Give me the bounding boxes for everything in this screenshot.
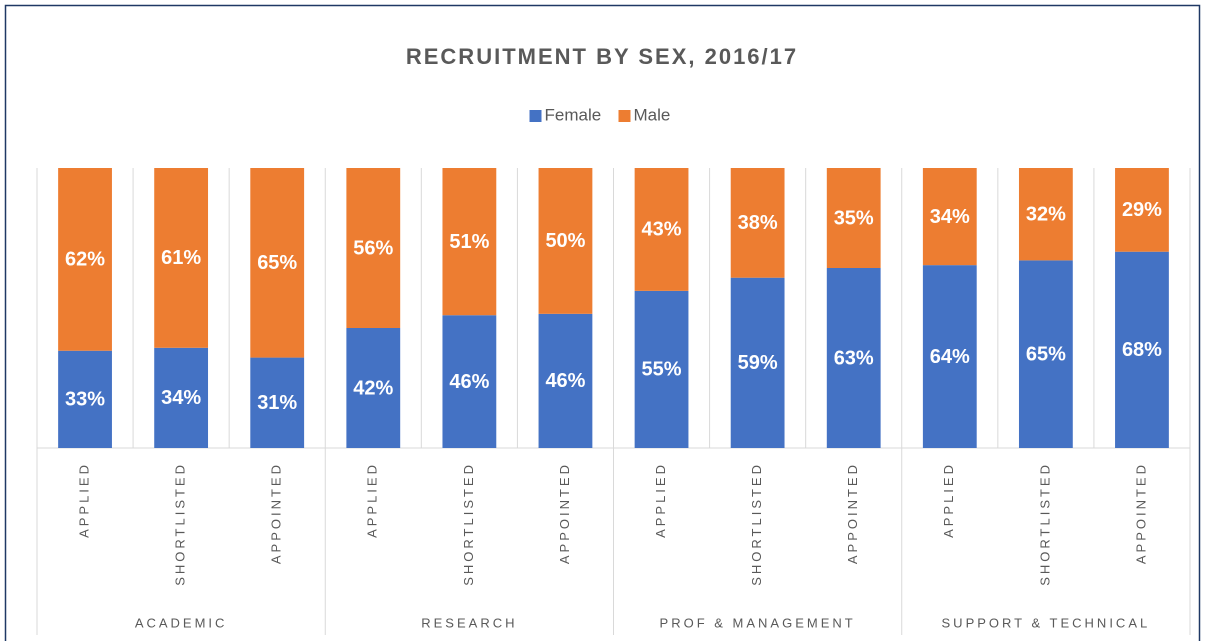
data-label: 38%	[738, 212, 778, 234]
bar-segment	[634, 168, 689, 291]
data-label: 56%	[353, 237, 393, 259]
data-label: 65%	[1026, 343, 1066, 365]
group-label: ACADEMIC	[135, 615, 228, 630]
group-label: PROF & MANAGEMENT	[660, 615, 856, 630]
group-label: RESEARCH	[421, 615, 517, 630]
bar-segment	[826, 268, 881, 448]
data-label: 42%	[353, 377, 393, 399]
bar-segment	[538, 313, 593, 448]
bar-segment	[1115, 251, 1169, 448]
bar-segment	[1018, 260, 1073, 448]
bar-segment	[1018, 168, 1073, 261]
x-tick-label: APPOINTED	[269, 462, 284, 564]
x-tick-label: SHORTLISTED	[461, 462, 476, 586]
data-label: 31%	[257, 392, 297, 414]
bar-segment	[346, 328, 401, 448]
x-tick-label: APPLIED	[653, 462, 668, 538]
data-label: 34%	[161, 387, 201, 409]
bar-segment	[730, 277, 785, 448]
data-label: 63%	[834, 347, 874, 369]
bar-segment	[442, 168, 497, 316]
x-tick-label: APPOINTED	[557, 462, 572, 564]
data-label: 35%	[834, 207, 874, 229]
bar-segment	[538, 168, 593, 314]
data-label: 61%	[161, 247, 201, 269]
data-label: 64%	[930, 346, 970, 368]
data-label: 55%	[642, 359, 682, 381]
bar-segment	[154, 347, 209, 448]
data-label: 29%	[1122, 199, 1162, 221]
data-label: 59%	[738, 352, 778, 374]
bar-segment	[154, 168, 209, 348]
legend-swatch	[618, 110, 631, 122]
legend-label: Male	[634, 105, 671, 124]
x-tick-label: APPLIED	[941, 462, 956, 538]
x-tick-label: SHORTLISTED	[173, 462, 188, 586]
data-label: 33%	[65, 389, 105, 411]
data-label: 62%	[65, 249, 105, 271]
bar-segment	[634, 290, 689, 448]
bar-segment	[1115, 168, 1169, 252]
x-tick-label: SHORTLISTED	[749, 462, 764, 586]
data-label: 51%	[449, 231, 489, 253]
data-label: 32%	[1026, 203, 1066, 225]
x-tick-label: APPLIED	[365, 462, 380, 538]
bar-segment	[442, 315, 497, 448]
bar-segment	[250, 357, 305, 448]
data-label: 65%	[257, 252, 297, 274]
data-label: 46%	[449, 371, 489, 393]
x-tick-label: SHORTLISTED	[1037, 462, 1052, 586]
data-label: 68%	[1122, 339, 1162, 361]
data-label: 50%	[545, 230, 585, 252]
bar-segment	[826, 168, 881, 268]
bar-segment	[346, 168, 401, 328]
x-tick-label: APPLIED	[76, 462, 91, 538]
data-label: 46%	[545, 370, 585, 392]
data-label: 34%	[930, 206, 970, 228]
legend-swatch	[529, 110, 542, 122]
x-tick-label: APPOINTED	[1133, 462, 1148, 564]
bar-segment	[730, 168, 785, 278]
bar-segment	[922, 168, 977, 266]
bar-segment	[58, 168, 112, 351]
legend-label: Female	[545, 105, 602, 124]
x-tick-label: APPOINTED	[845, 462, 860, 564]
bar-segment	[58, 350, 112, 448]
chart-title: RECRUITMENT BY SEX, 2016/17	[406, 44, 798, 69]
bar-segment	[250, 168, 305, 358]
data-label: 43%	[642, 219, 682, 241]
group-label: SUPPORT & TECHNICAL	[942, 615, 1151, 630]
bar-segment	[922, 265, 977, 448]
